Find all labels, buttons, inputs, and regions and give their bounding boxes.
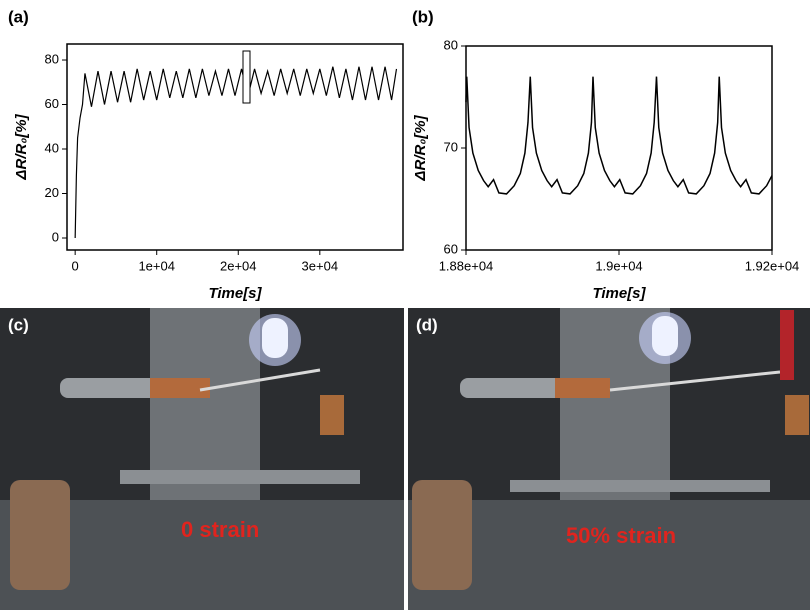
y-tick-label: 70 [444, 139, 458, 154]
copper-tape [555, 378, 610, 398]
panel-label: (b) [412, 7, 434, 26]
wire [199, 368, 321, 392]
clip-lower [10, 480, 70, 590]
x-axis-label: Time[s] [592, 285, 646, 302]
plot-frame [465, 45, 773, 251]
y-tick-label: 60 [45, 96, 59, 111]
led [652, 316, 678, 356]
y-tick-label: 0 [52, 229, 59, 244]
zoom-box [242, 50, 251, 104]
y-tick-label: 20 [45, 185, 59, 200]
clip-lower [412, 480, 472, 590]
photo-c: (c) 0 strain [0, 308, 404, 610]
metal-base [408, 500, 810, 610]
y-tick-label: 80 [444, 37, 458, 52]
plot-frame [66, 43, 404, 251]
panel-label: (d) [416, 315, 438, 334]
wire [609, 370, 781, 392]
x-tick-label: 1.88e+04 [439, 258, 494, 273]
data-line [465, 76, 773, 195]
caption: 0 strain [181, 517, 259, 542]
y-axis-label: ΔR/R₀[%] [412, 114, 429, 181]
sample-strip [510, 480, 770, 492]
copper-tape [320, 395, 344, 435]
copper-tape [150, 378, 210, 398]
panel-label: (c) [8, 315, 29, 334]
x-tick-label: 1e+04 [138, 258, 175, 273]
x-tick-label: 1.9e+04 [595, 258, 642, 273]
x-tick-label: 2e+04 [220, 258, 257, 273]
caption: 50% strain [566, 523, 676, 548]
red-wire [780, 310, 794, 380]
x-tick-label: 3e+04 [302, 258, 339, 273]
x-tick-label: 0 [72, 258, 79, 273]
sample-strip [120, 470, 360, 484]
photo-d: (d) 50% strain [408, 308, 810, 610]
x-tick-label: 1.92e+04 [745, 258, 800, 273]
y-tick-label: 40 [45, 140, 59, 155]
panel-label: (a) [8, 7, 29, 26]
x-axis-label: Time[s] [208, 285, 262, 302]
y-axis-label: ΔR/R₀[%] [13, 113, 30, 180]
data-line [74, 66, 398, 239]
led [262, 318, 288, 358]
copper-tape [785, 395, 809, 435]
y-tick-label: 80 [45, 51, 59, 66]
y-tick-label: 60 [444, 241, 458, 256]
